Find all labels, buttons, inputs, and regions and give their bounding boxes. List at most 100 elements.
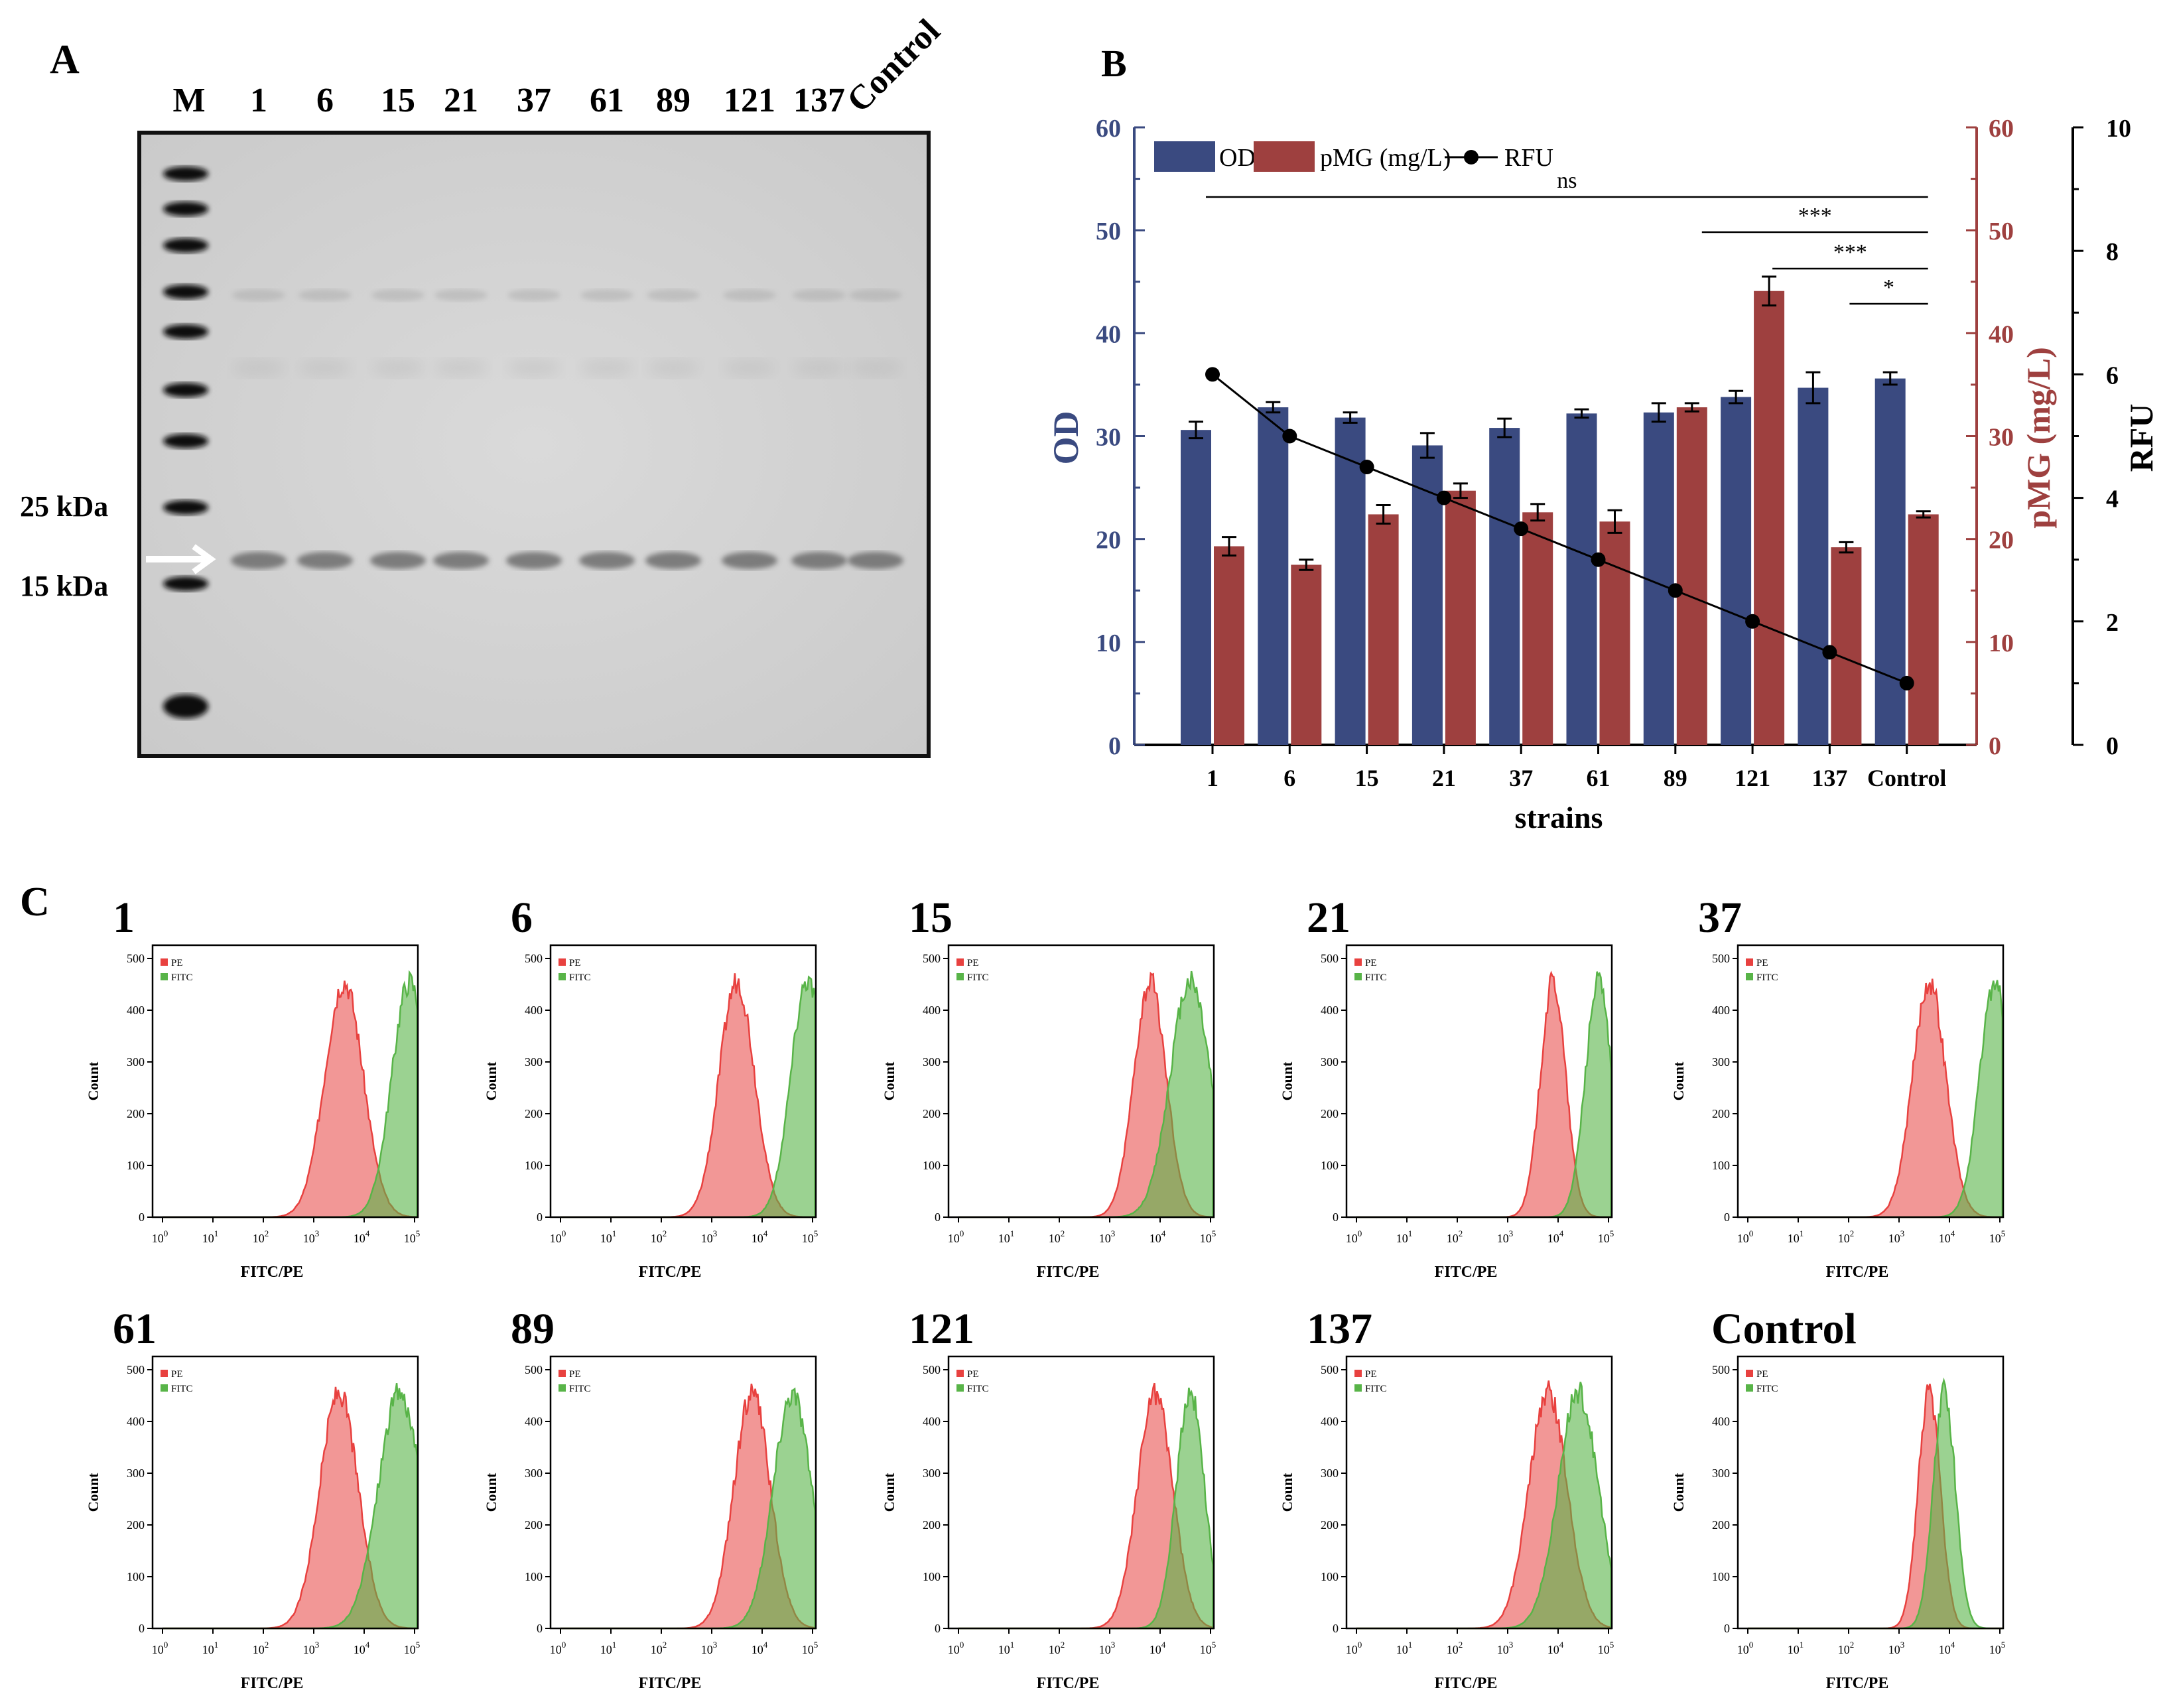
flow-legend-swatch-fitc: [1354, 973, 1362, 980]
fitc-histogram: [958, 1387, 1215, 1630]
panel-label-a: A: [50, 37, 80, 82]
legend-label-od: OD: [1219, 144, 1256, 172]
fitc-histogram: [560, 975, 817, 1218]
gel-faint-band: [507, 289, 560, 301]
pmg-error-bar: [1607, 509, 1622, 534]
flow-x-tick-label: 105: [1200, 1228, 1216, 1245]
flow-y-tick-label: 500: [525, 1363, 543, 1376]
gel-smear: [580, 359, 633, 377]
right-tick-label: 40: [1989, 320, 2014, 348]
gel-lane-label: 21: [444, 82, 478, 119]
od-error-bar: [1882, 371, 1898, 386]
flow-x-tick-label: 102: [1049, 1228, 1065, 1245]
flow-legend-swatch-pe: [1746, 958, 1753, 966]
flow-x-tick-label: 100: [948, 1228, 964, 1245]
rfu-point: [1591, 552, 1606, 567]
rfu-point: [1899, 675, 1914, 690]
flow-y-tick-label: 100: [127, 1570, 145, 1583]
significance-label: ns: [1557, 168, 1577, 193]
bar-chart-panel: B 0 10 20 30 40 50 60 0 10 20 30 40 50 60 0 2 4 6 8 10 OD pMG…: [1046, 42, 2160, 834]
gel-marker-band: [163, 694, 208, 718]
flow-x-tick-label: 102: [1447, 1640, 1463, 1656]
gel-faint-band: [371, 289, 425, 301]
flow-x-tick-label: 104: [752, 1640, 768, 1656]
od-bar: [1258, 407, 1289, 745]
flow-y-tick-label: 500: [923, 952, 941, 965]
flow-y-tick-label: 300: [1321, 1467, 1339, 1480]
flow-y-tick-label: 400: [127, 1415, 145, 1428]
x-tick-label: 1: [1207, 765, 1218, 791]
od-pmg-rfu-chart: 0 10 20 30 40 50 60 0 10 20 30 40 50 60 0 2 4 6 8 10 OD pMG (…: [1046, 115, 2160, 834]
flow-legend-swatch-fitc: [1746, 973, 1753, 980]
flow-x-tick-label: 101: [600, 1640, 617, 1656]
flow-legend-label-pe: PE: [171, 1369, 183, 1380]
x-axis-title: strains: [1515, 801, 1603, 834]
right-tick-label: 50: [1989, 218, 2014, 245]
flow-legend-label-fitc: FITC: [569, 972, 591, 983]
flow-y-tick-label: 300: [1712, 1055, 1730, 1069]
rfu-point: [1359, 460, 1374, 475]
gel-smear: [849, 359, 902, 377]
flow-histogram: 121 0 100 200 300 400 500 100 101 102 103 104 105 Cou…: [881, 1305, 1216, 1692]
flow-x-tick-label: 102: [651, 1228, 667, 1245]
flow-panel-label: 137: [1307, 1305, 1372, 1353]
flow-y-tick-label: 0: [139, 1211, 145, 1224]
marker-label-15kda: 15 kDa: [20, 570, 108, 602]
od-bar: [1335, 417, 1366, 745]
od-error-bar: [1497, 417, 1512, 438]
flow-x-tick-label: 102: [1049, 1640, 1065, 1656]
flow-y-axis-title: Count: [881, 1061, 897, 1100]
gel-smear: [371, 359, 425, 377]
flow-legend-swatch-fitc: [956, 1384, 964, 1392]
flow-y-tick-label: 300: [127, 1055, 145, 1069]
flow-legend-swatch-pe: [559, 958, 566, 966]
gel-lane-label: 1: [250, 82, 267, 119]
x-tick-label: 15: [1355, 765, 1379, 791]
left-tick-label: 50: [1096, 218, 1121, 245]
pmg-bar: [1214, 546, 1244, 745]
pmg-error-bar: [1299, 558, 1314, 571]
gel-lane-label: 37: [517, 82, 551, 119]
od-bar: [1489, 428, 1520, 745]
flow-legend-swatch-pe: [161, 1370, 168, 1377]
flow-y-tick-label: 400: [1321, 1415, 1339, 1428]
flow-legend-label-fitc: FITC: [171, 972, 193, 983]
left-tick-label: 20: [1096, 527, 1121, 555]
flow-y-tick-label: 0: [1333, 1211, 1339, 1224]
gel-faint-band: [580, 289, 633, 301]
left-tick-label: 0: [1108, 732, 1121, 760]
rfu-point: [1668, 583, 1683, 598]
flow-x-tick-label: 102: [1838, 1640, 1855, 1656]
flow-y-tick-label: 400: [525, 1415, 543, 1428]
flow-x-tick-label: 101: [202, 1228, 219, 1245]
flow-legend-label-fitc: FITC: [1756, 1384, 1778, 1394]
flow-x-tick-label: 105: [1989, 1228, 2006, 1245]
flow-legend-label-fitc: FITC: [967, 1384, 989, 1394]
od-error-bar: [1189, 421, 1203, 440]
flow-x-tick-label: 102: [253, 1640, 269, 1656]
rfu-point: [1436, 490, 1451, 505]
flow-legend-label-pe: PE: [171, 958, 183, 968]
od-error-bar: [1651, 402, 1666, 423]
flow-x-axis-title: FITC/PE: [1435, 1675, 1498, 1692]
legend-label-pmg: pMG (mg/L): [1320, 144, 1451, 172]
flow-y-tick-label: 200: [1712, 1107, 1730, 1120]
flow-histogram: 137 0 100 200 300 400 500 100 101 102 103 104 105 Cou…: [1279, 1305, 1614, 1692]
gel-smear: [434, 359, 488, 377]
flow-x-tick-label: 101: [600, 1228, 617, 1245]
flow-y-tick-label: 0: [1724, 1622, 1730, 1635]
flow-x-tick-label: 103: [1888, 1640, 1905, 1656]
flow-legend-swatch-pe: [956, 1370, 964, 1377]
flow-y-tick-label: 200: [1321, 1518, 1339, 1532]
od-error-bar: [1729, 389, 1744, 405]
flow-x-tick-label: 100: [948, 1640, 964, 1656]
gel-faint-band: [434, 289, 488, 301]
x-tick-label: 61: [1587, 765, 1610, 791]
pmg-bar: [1368, 514, 1399, 745]
pmg-bar: [1908, 514, 1939, 745]
flow-y-tick-label: 400: [1712, 1004, 1730, 1017]
rfu-tick-label: 8: [2106, 238, 2119, 266]
flow-x-tick-label: 103: [701, 1640, 718, 1656]
flow-x-tick-label: 103: [303, 1228, 320, 1245]
flow-x-tick-label: 104: [1939, 1640, 1955, 1656]
